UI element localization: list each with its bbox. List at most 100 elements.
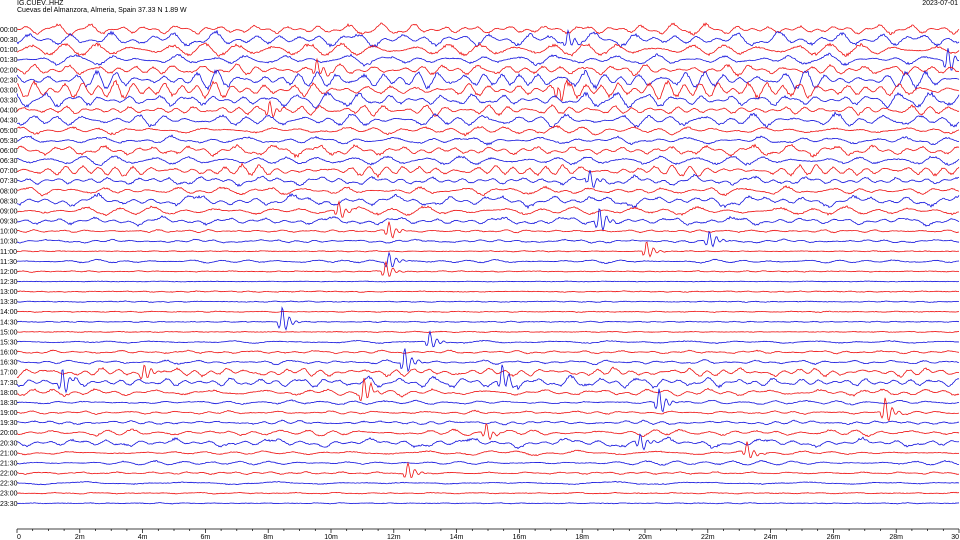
- trace-0730: [16, 169, 960, 188]
- row-label: 01:00: [0, 47, 18, 54]
- trace-1430: [16, 306, 960, 331]
- row-label: 17:00: [0, 370, 18, 377]
- row-label: 13:30: [0, 299, 18, 306]
- x-tick-label: 14m: [450, 534, 464, 540]
- trace-0330: [16, 91, 960, 110]
- trace-0100: [16, 42, 960, 58]
- trace-1730: [16, 364, 960, 394]
- trace-0600: [16, 143, 960, 159]
- row-label: 23:30: [0, 501, 18, 508]
- row-label: 15:30: [0, 339, 18, 346]
- x-tick-label: 28m: [889, 534, 903, 540]
- row-label: 19:00: [0, 410, 18, 417]
- trace-0230: [16, 69, 960, 91]
- trace-1530: [16, 330, 960, 348]
- trace-2000: [16, 423, 960, 441]
- x-axis: 0 2m 4m 6m 8m 10m 12m 14m 16m 18m 20m 22m 24m 26m 28m 3…: [16, 528, 960, 540]
- row-label: 13:00: [0, 289, 18, 296]
- row-label: 22:30: [0, 481, 18, 488]
- row-label: 15:00: [0, 329, 18, 336]
- row-label: 12:00: [0, 269, 18, 276]
- row-label: 16:00: [0, 350, 18, 357]
- trace-0500: [16, 124, 960, 137]
- x-tick-label: 12m: [387, 534, 401, 540]
- row-label: 01:30: [0, 57, 18, 64]
- trace-0700: [16, 162, 960, 179]
- row-label: 07:00: [0, 168, 18, 175]
- row-label: 18:00: [0, 390, 18, 397]
- row-label: 23:00: [0, 491, 18, 498]
- trace-1200: [16, 260, 960, 277]
- row-label: 20:00: [0, 430, 18, 437]
- row-label: 17:30: [0, 380, 18, 387]
- trace-1500: [16, 330, 960, 333]
- trace-0830: [16, 192, 960, 210]
- trace-1230: [16, 280, 960, 283]
- trace-1400: [16, 310, 960, 314]
- record-date: 2023-07-01: [922, 0, 958, 7]
- trace-1930: [16, 419, 960, 426]
- trace-1700: [16, 364, 960, 380]
- trace-2230: [16, 480, 960, 486]
- trace-1630: [16, 348, 960, 373]
- trace-0530: [16, 134, 960, 146]
- trace-0030: [16, 28, 960, 48]
- trace-0900: [16, 200, 960, 218]
- station-location: Cuevas del Almanzora, Almeria, Spain 37.…: [17, 7, 187, 14]
- trace-0400: [16, 100, 960, 118]
- row-label: 16:30: [0, 360, 18, 367]
- row-label: 22:00: [0, 471, 18, 478]
- row-label: 10:30: [0, 239, 18, 246]
- x-tick-label: 24m: [764, 534, 778, 540]
- row-label: 09:30: [0, 219, 18, 226]
- row-label: 06:00: [0, 148, 18, 155]
- row-label: 03:00: [0, 87, 18, 94]
- trace-0800: [16, 185, 960, 197]
- x-tick-label: 0: [17, 534, 21, 540]
- row-label: 10:00: [0, 229, 18, 236]
- row-label: 18:30: [0, 400, 18, 407]
- row-label: 04:00: [0, 108, 18, 115]
- row-labels: 00:00 00:30 01:00 01:30 02:00 02:30 03:00 03:30…: [0, 27, 18, 508]
- trace-1330: [16, 300, 960, 303]
- trace-0930: [16, 208, 960, 232]
- trace-0430: [16, 111, 960, 129]
- trace-2100: [17, 441, 960, 459]
- trace-0130: [16, 48, 960, 71]
- x-tick-label: 4m: [138, 534, 148, 540]
- row-label: 19:30: [0, 420, 18, 427]
- row-label: 04:30: [0, 118, 18, 125]
- x-tick-label: 8m: [263, 534, 273, 540]
- trace-0200: [16, 57, 960, 78]
- station-code: IG.CUEV..HHZ: [17, 0, 64, 7]
- row-label: 21:00: [0, 450, 18, 457]
- trace-0000: [16, 22, 960, 36]
- row-label: 02:30: [0, 77, 18, 84]
- x-tick-label: 6m: [201, 534, 211, 540]
- row-label: 14:00: [0, 309, 18, 316]
- trace-2300: [16, 491, 960, 495]
- x-tick-label: 20m: [638, 534, 652, 540]
- x-tick-label: 10m: [324, 534, 338, 540]
- x-tick-label: 30: [951, 534, 959, 540]
- row-label: 09:00: [0, 208, 18, 215]
- trace-1830: [16, 388, 960, 413]
- trace-1600: [16, 349, 960, 355]
- trace-1300: [16, 290, 960, 293]
- trace-2330: [16, 502, 960, 505]
- x-tick-label: 22m: [701, 534, 715, 540]
- row-label: 06:30: [0, 158, 18, 165]
- x-tick-label: 18m: [575, 534, 589, 540]
- x-tick-label: 2m: [75, 534, 85, 540]
- trace-1800: [16, 377, 960, 402]
- trace-1030: [16, 230, 960, 248]
- trace-1100: [16, 241, 960, 258]
- row-label: 14:30: [0, 319, 18, 326]
- row-label: 07:30: [0, 178, 18, 185]
- trace-2200: [16, 461, 960, 478]
- row-label: 12:30: [0, 279, 18, 286]
- row-label: 11:00: [0, 249, 17, 256]
- trace-1130: [16, 251, 960, 268]
- row-label: 03:30: [0, 98, 18, 105]
- row-label: 05:30: [0, 138, 18, 145]
